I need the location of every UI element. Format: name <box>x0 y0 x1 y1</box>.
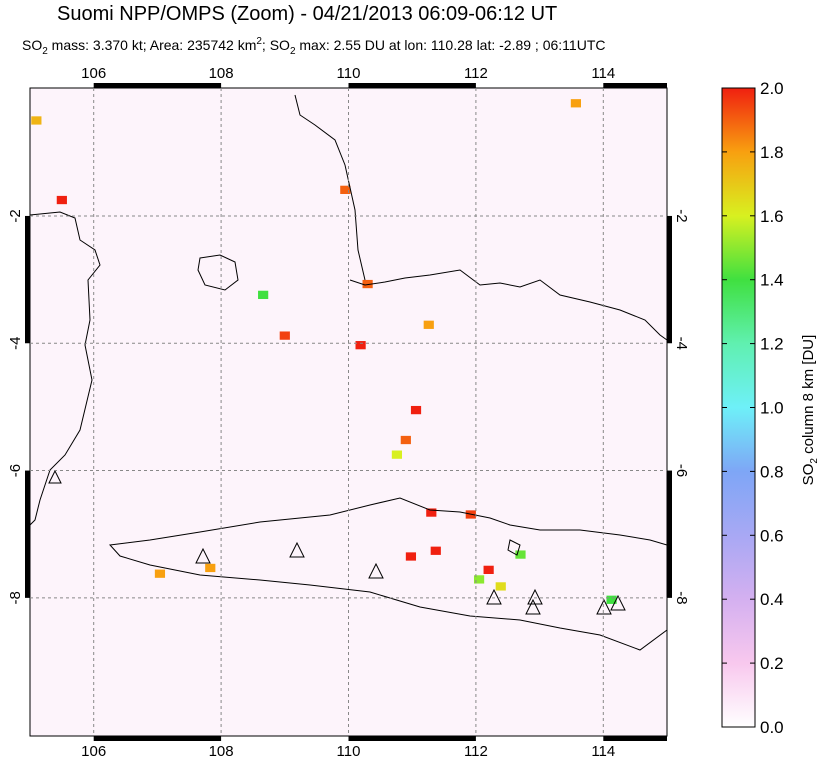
coastline <box>507 539 521 556</box>
so2-pixel <box>56 195 67 205</box>
colorbar-tick-label: 0.4 <box>760 590 784 609</box>
so2-pixel <box>426 508 437 517</box>
colorbar-label: SO2 column 8 km [DU] <box>800 335 820 486</box>
volcano <box>486 588 502 605</box>
colorbar-tick-label: 1.6 <box>760 207 784 226</box>
x-tick-label: 114 <box>591 65 615 82</box>
text-segment: 2 <box>42 46 48 57</box>
text-segment: mass: 3.370 kt; Area: 235742 km <box>48 37 257 53</box>
frame-bar <box>25 215 30 344</box>
colorbar <box>721 87 756 728</box>
colorbar-tick-label: 2.0 <box>760 79 784 98</box>
y-tick-label: -4 <box>7 337 24 350</box>
y-tick-label: -2 <box>673 209 690 222</box>
x-tick-label: 112 <box>464 65 488 82</box>
text-segment: column 8 km [DU] <box>800 335 817 458</box>
y-tick-label: -4 <box>673 337 690 350</box>
so2-pixel <box>391 450 403 459</box>
volcano <box>289 541 305 558</box>
so2-pixel <box>205 563 216 573</box>
x-tick-label: 108 <box>209 65 234 82</box>
volcano <box>596 598 612 615</box>
colorbar-tick-label: 0.2 <box>760 654 784 673</box>
so2-pixel <box>400 435 411 445</box>
coastline <box>29 211 101 526</box>
chart-title: Suomi NPP/OMPS (Zoom) - 04/21/2013 06:09… <box>57 3 557 25</box>
so2-pixel <box>362 279 373 289</box>
coastlines <box>29 94 668 651</box>
volcano <box>525 598 541 615</box>
frame-bar <box>348 736 476 741</box>
so2-pixel <box>423 320 434 329</box>
text-segment: 2 <box>809 458 820 464</box>
chart-subtitle: SO2 mass: 3.370 kt; Area: 235742 km2; SO… <box>22 36 605 57</box>
colorbar-tick-label: 0.8 <box>760 462 784 481</box>
colorbar-tick-label: 1.0 <box>760 399 784 418</box>
x-tick-label: 108 <box>209 743 234 759</box>
volcano <box>195 547 211 564</box>
so2-pixel <box>31 116 42 125</box>
so2-pixel <box>606 595 617 604</box>
coastline <box>197 254 239 291</box>
volcanoes <box>48 469 626 615</box>
text-segment: 2 <box>290 46 296 57</box>
frame-bar <box>25 470 30 598</box>
so2-pixel <box>410 405 422 415</box>
y-tick-label: -6 <box>7 464 24 477</box>
frame-bar <box>667 470 672 598</box>
coastline <box>349 269 668 341</box>
y-tick-label: -6 <box>673 464 690 477</box>
so2-pixel <box>405 552 417 561</box>
frame-bar <box>667 215 672 344</box>
colorbar-tick-label: 1.4 <box>760 271 784 290</box>
y-tick-label: -8 <box>7 591 24 604</box>
so2-pixel <box>430 546 441 555</box>
text-segment: SO <box>800 464 817 486</box>
so2-pixel <box>483 565 494 574</box>
text-segment: max: 2.55 DU at lon: 110.28 lat: -2.89 ;… <box>296 37 606 53</box>
text-segment: ; SO <box>262 37 290 53</box>
x-tick-label: 110 <box>337 65 361 82</box>
x-tick-label: 112 <box>464 743 488 759</box>
so2-pixel <box>515 550 526 559</box>
so2-pixel <box>279 331 290 340</box>
colorbar-tick-label: 1.2 <box>760 335 784 354</box>
text-segment: SO <box>22 37 42 53</box>
y-tick-label: -2 <box>7 209 24 222</box>
x-tick-label: 106 <box>81 65 106 82</box>
frame-bar <box>93 736 222 741</box>
x-tick-label: 106 <box>81 743 106 759</box>
frame-bar <box>93 83 222 88</box>
volcano <box>48 469 62 484</box>
so2-pixel <box>355 341 366 350</box>
so2-pixel <box>473 575 485 584</box>
so2-pixel <box>340 185 351 194</box>
colorbar-tick-label: 0.6 <box>760 526 784 545</box>
so2-pixel <box>154 569 166 578</box>
so2-pixel <box>570 99 582 108</box>
coastline <box>294 94 366 281</box>
volcano <box>368 562 384 579</box>
volcano <box>610 594 626 611</box>
coastline <box>108 497 668 651</box>
x-tick-label: 114 <box>591 743 615 759</box>
frame-bar <box>603 736 667 741</box>
colorbar-tick-label: 0.0 <box>760 718 784 737</box>
text-segment: 2 <box>256 36 262 47</box>
frame-bar <box>348 83 476 88</box>
colorbar-tick-label: 1.8 <box>760 143 784 162</box>
frame-bar <box>603 83 667 88</box>
so2-pixel <box>258 290 269 300</box>
x-tick-label: 110 <box>337 743 361 759</box>
so2-pixel <box>495 582 506 591</box>
y-tick-label: -8 <box>673 591 690 604</box>
